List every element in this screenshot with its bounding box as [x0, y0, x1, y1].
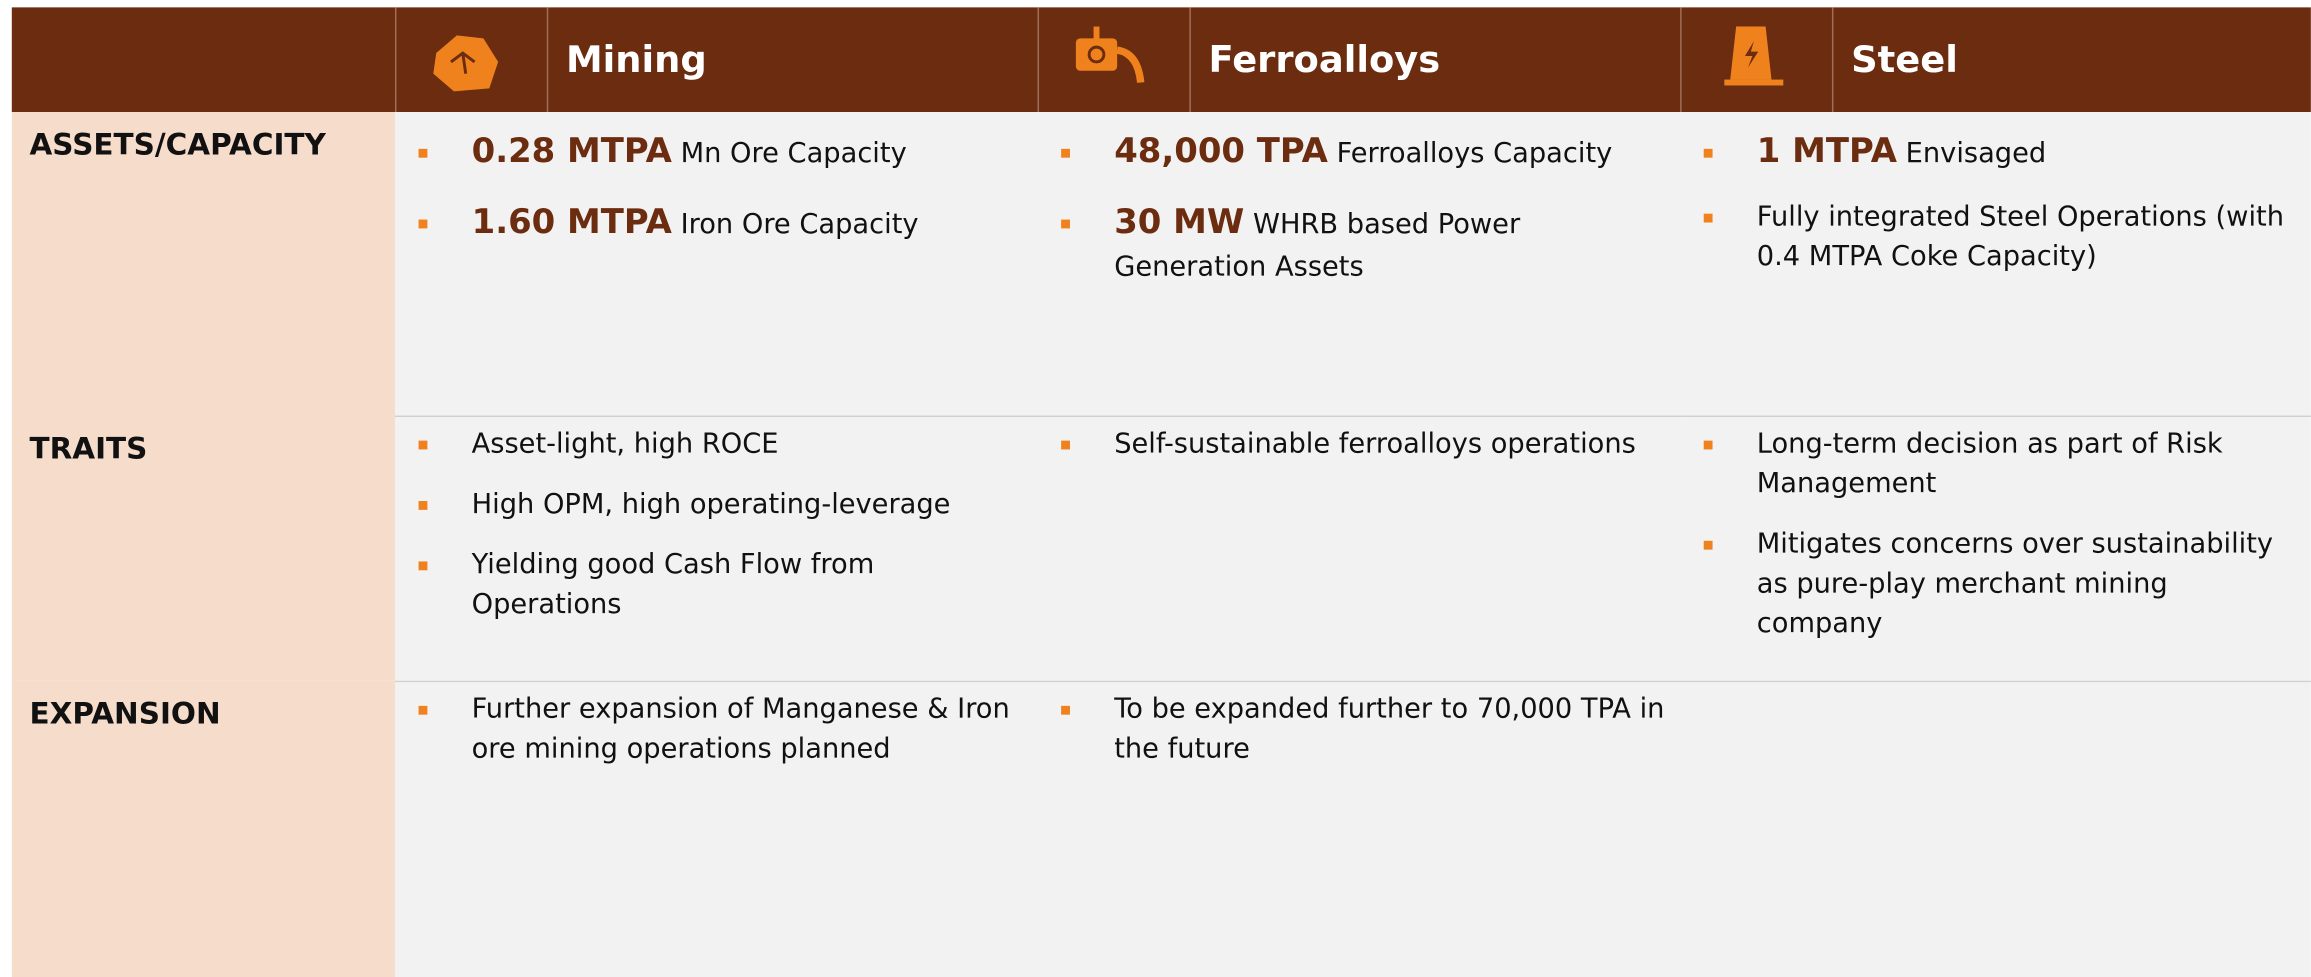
- bullet-marker: [1061, 219, 1070, 229]
- bullet-item: Self-sustainable ferroalloys operations: [1038, 424, 1681, 464]
- bullet-item: Further expansion of Manganese & Iron or…: [395, 690, 1038, 770]
- bullet-item: 48,000 TPA Ferroalloys Capacity: [1038, 127, 1681, 177]
- bullet-item: High OPM, high operating-leverage: [395, 485, 1038, 525]
- header-divider: [1189, 7, 1191, 112]
- cell: Asset-light, high ROCE High OPM, high ope…: [394, 417, 1038, 683]
- header-divider: [1037, 7, 1040, 112]
- highlight: 1 MTPA: [1756, 132, 1897, 171]
- bullet-item: 1 MTPA Envisaged: [1680, 127, 2311, 177]
- column-title: Ferroalloys: [1209, 7, 1441, 112]
- bullet-marker: [1061, 705, 1070, 715]
- item-text: WHRB based Power Generation Assets: [1114, 209, 1521, 283]
- item-text: Asset-light, high ROCE: [471, 428, 779, 460]
- bullet-marker: [1061, 148, 1070, 158]
- column-title: Mining: [566, 7, 707, 112]
- bullet-item: 1.60 MTPA Iron Ore Capacity: [395, 197, 1038, 247]
- cell: To be expanded further to 70,000 TPA in …: [1037, 682, 1681, 977]
- bullet-item: 30 MW WHRB based Power Generation Assets: [1038, 197, 1681, 287]
- header-divider: [1680, 7, 1682, 112]
- row-divider: [394, 680, 2311, 683]
- cell: Long-term decision as part of Risk Manag…: [1680, 417, 2311, 683]
- bullet-item: Asset-light, high ROCE: [395, 424, 1038, 464]
- row-label-text: EXPANSION: [29, 695, 221, 731]
- bullet-item: Long-term decision as part of Risk Manag…: [1680, 424, 2311, 504]
- bullet-marker: [418, 561, 428, 571]
- row-label-text: TRAITS: [29, 430, 148, 466]
- highlight: 30 MW: [1114, 203, 1245, 242]
- cell: [1680, 682, 2311, 977]
- item-text: Mn Ore Capacity: [680, 138, 907, 170]
- bullet-item: 0.28 MTPA Mn Ore Capacity: [395, 127, 1038, 177]
- cell: 0.28 MTPA Mn Ore Capacity 1.60 MTPA Iron …: [394, 111, 1038, 416]
- header-band: [11, 7, 2311, 112]
- column-title: Steel: [1851, 7, 1958, 112]
- item-text: Iron Ore Capacity: [680, 209, 919, 241]
- bullet-marker: [418, 501, 428, 510]
- item-text: Envisaged: [1905, 138, 2047, 170]
- header-divider: [394, 7, 397, 112]
- ferroalloys-icon: [1075, 26, 1145, 83]
- column-title-text: Ferroalloys: [1208, 38, 1441, 82]
- bullet-marker: [418, 705, 428, 715]
- item-text: High OPM, high operating-leverage: [471, 489, 951, 521]
- row-label: TRAITS: [11, 415, 395, 681]
- cell: 1 MTPA Envisaged Fully integrated Steel O…: [1680, 111, 2311, 416]
- row-label-text: ASSETS/CAPACITY: [29, 126, 326, 163]
- bullet-marker: [1703, 540, 1713, 550]
- item-text: Long-term decision as part of Risk Manag…: [1756, 428, 2223, 500]
- item-text: Ferroalloys Capacity: [1336, 138, 1613, 170]
- bullet-marker: [418, 219, 428, 229]
- cell: 48,000 TPA Ferroalloys Capacity 30 MW WHR…: [1037, 111, 1681, 416]
- highlight: 0.28 MTPA: [471, 132, 672, 171]
- highlight: 48,000 TPA: [1114, 132, 1328, 171]
- item-text: Self-sustainable ferroalloys operations: [1114, 428, 1636, 460]
- column-title-text: Mining: [565, 38, 707, 82]
- highlight: 1.60 MTPA: [471, 203, 672, 242]
- bullet-marker: [418, 148, 428, 158]
- header-divider: [546, 7, 549, 112]
- bullet-item: Mitigates concerns over sustainability a…: [1680, 525, 2311, 644]
- item-text: Yielding good Cash Flow from Operations: [471, 549, 875, 621]
- row-label: EXPANSION: [11, 680, 395, 977]
- column-title-text: Steel: [1851, 38, 1958, 82]
- bullet-marker: [1703, 213, 1713, 223]
- bullet-marker: [1061, 440, 1070, 450]
- bullet-item: Yielding good Cash Flow from Operations: [395, 545, 1038, 625]
- cell: Self-sustainable ferroalloys operations: [1037, 417, 1681, 683]
- bullet-marker: [1703, 440, 1713, 450]
- row-divider: [394, 415, 2311, 418]
- mining-icon: [433, 35, 499, 92]
- item-text: To be expanded further to 70,000 TPA in …: [1114, 694, 1665, 765]
- steel-icon: [1724, 26, 1784, 86]
- item-text: Further expansion of Manganese & Iron or…: [471, 694, 1010, 765]
- bullet-marker: [1703, 148, 1713, 158]
- bullet-marker: [418, 440, 428, 450]
- row-label: ASSETS/CAPACITY: [11, 111, 395, 416]
- header-divider: [1831, 7, 1834, 112]
- cell: Further expansion of Manganese & Iron or…: [394, 682, 1038, 977]
- bullet-item: Fully integrated Steel Operations (with …: [1680, 197, 2311, 277]
- item-text: Mitigates concerns over sustainability a…: [1756, 529, 2274, 640]
- bullet-item: To be expanded further to 70,000 TPA in …: [1038, 690, 1681, 770]
- item-text: Fully integrated Steel Operations (with …: [1756, 201, 2285, 273]
